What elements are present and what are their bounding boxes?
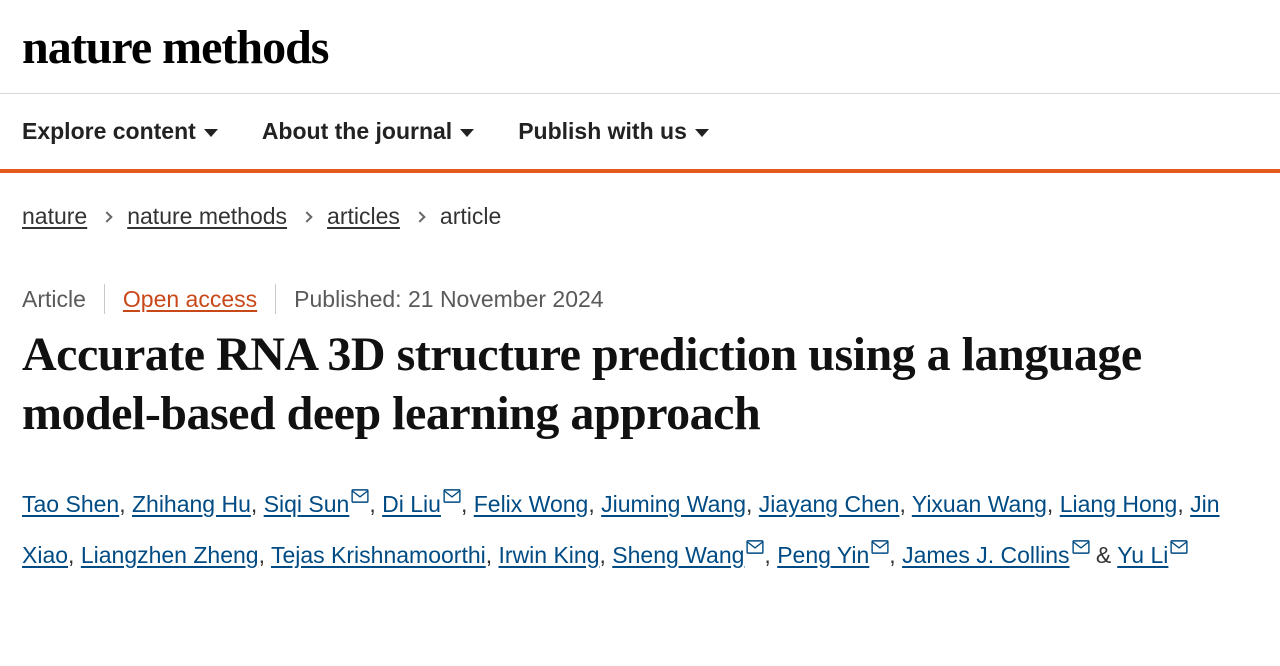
breadcrumb-link-nature-methods[interactable]: nature methods: [127, 203, 287, 230]
mail-icon: [1170, 540, 1188, 554]
author-separator: ,: [369, 491, 382, 517]
article-meta: Article Open access Published: 21 Novemb…: [22, 284, 1258, 314]
breadcrumb-link-articles[interactable]: articles: [327, 203, 400, 230]
author-separator: ,: [889, 542, 902, 568]
author-separator: ,: [486, 542, 499, 568]
open-access-link[interactable]: Open access: [123, 286, 257, 313]
author-link[interactable]: Yixuan Wang: [912, 491, 1047, 517]
chevron-down-icon: [460, 129, 474, 137]
mail-icon: [351, 489, 369, 503]
author-link[interactable]: James J. Collins: [902, 542, 1069, 568]
author-link[interactable]: Jiayang Chen: [759, 491, 900, 517]
author-separator: ,: [251, 491, 264, 517]
author-link[interactable]: Jiuming Wang: [601, 491, 746, 517]
author-link[interactable]: Irwin King: [499, 542, 600, 568]
author-link[interactable]: Tao Shen: [22, 491, 119, 517]
meta-separator: [275, 284, 276, 314]
breadcrumb: nature nature methods articles article: [22, 203, 1258, 230]
meta-separator: [104, 284, 105, 314]
author-separator: ,: [764, 542, 777, 568]
journal-logo[interactable]: nature methods: [22, 20, 1258, 75]
nav-item-explore[interactable]: Explore content: [22, 118, 218, 145]
nav-item-publish[interactable]: Publish with us: [518, 118, 709, 145]
chevron-down-icon: [204, 129, 218, 137]
author-separator: ,: [119, 491, 132, 517]
published-prefix: Published:: [294, 286, 408, 312]
breadcrumb-current: article: [440, 203, 501, 230]
main-nav: Explore content About the journal Publis…: [0, 94, 1280, 169]
author-separator: ,: [68, 542, 81, 568]
author-link[interactable]: Liangzhen Zheng: [81, 542, 259, 568]
author-separator: ,: [746, 491, 759, 517]
author-separator: ,: [899, 491, 911, 517]
author-separator: ,: [1177, 491, 1190, 517]
author-link[interactable]: Di Liu: [382, 491, 441, 517]
nav-label: About the journal: [262, 118, 452, 145]
author-link[interactable]: Sheng Wang: [612, 542, 744, 568]
published-date-value: 21 November 2024: [408, 286, 604, 312]
chevron-right-icon: [102, 211, 113, 222]
author-link[interactable]: Siqi Sun: [264, 491, 350, 517]
nav-label: Explore content: [22, 118, 196, 145]
chevron-down-icon: [695, 129, 709, 137]
article-type: Article: [22, 286, 86, 313]
author-link[interactable]: Yu Li: [1117, 542, 1168, 568]
author-list: Tao Shen, Zhihang Hu, Siqi Sun, Di Liu, …: [22, 479, 1258, 580]
author-link[interactable]: Tejas Krishnamoorthi: [271, 542, 486, 568]
chevron-right-icon: [301, 211, 312, 222]
chevron-right-icon: [414, 211, 425, 222]
mail-icon: [746, 540, 764, 554]
author-separator: ,: [600, 542, 613, 568]
nav-label: Publish with us: [518, 118, 687, 145]
published-date: Published: 21 November 2024: [294, 286, 603, 313]
author-separator: ,: [588, 491, 601, 517]
author-link[interactable]: Felix Wong: [474, 491, 589, 517]
mail-icon: [1072, 540, 1090, 554]
author-separator: ,: [259, 542, 271, 568]
mail-icon: [871, 540, 889, 554]
breadcrumb-link-nature[interactable]: nature: [22, 203, 87, 230]
author-separator: &: [1090, 542, 1118, 568]
article-title: Accurate RNA 3D structure prediction usi…: [22, 326, 1258, 443]
author-link[interactable]: Liang Hong: [1060, 491, 1178, 517]
author-separator: ,: [461, 491, 474, 517]
author-link[interactable]: Peng Yin: [777, 542, 869, 568]
author-link[interactable]: Zhihang Hu: [132, 491, 251, 517]
author-separator: ,: [1047, 491, 1060, 517]
nav-item-about[interactable]: About the journal: [262, 118, 474, 145]
mail-icon: [443, 489, 461, 503]
